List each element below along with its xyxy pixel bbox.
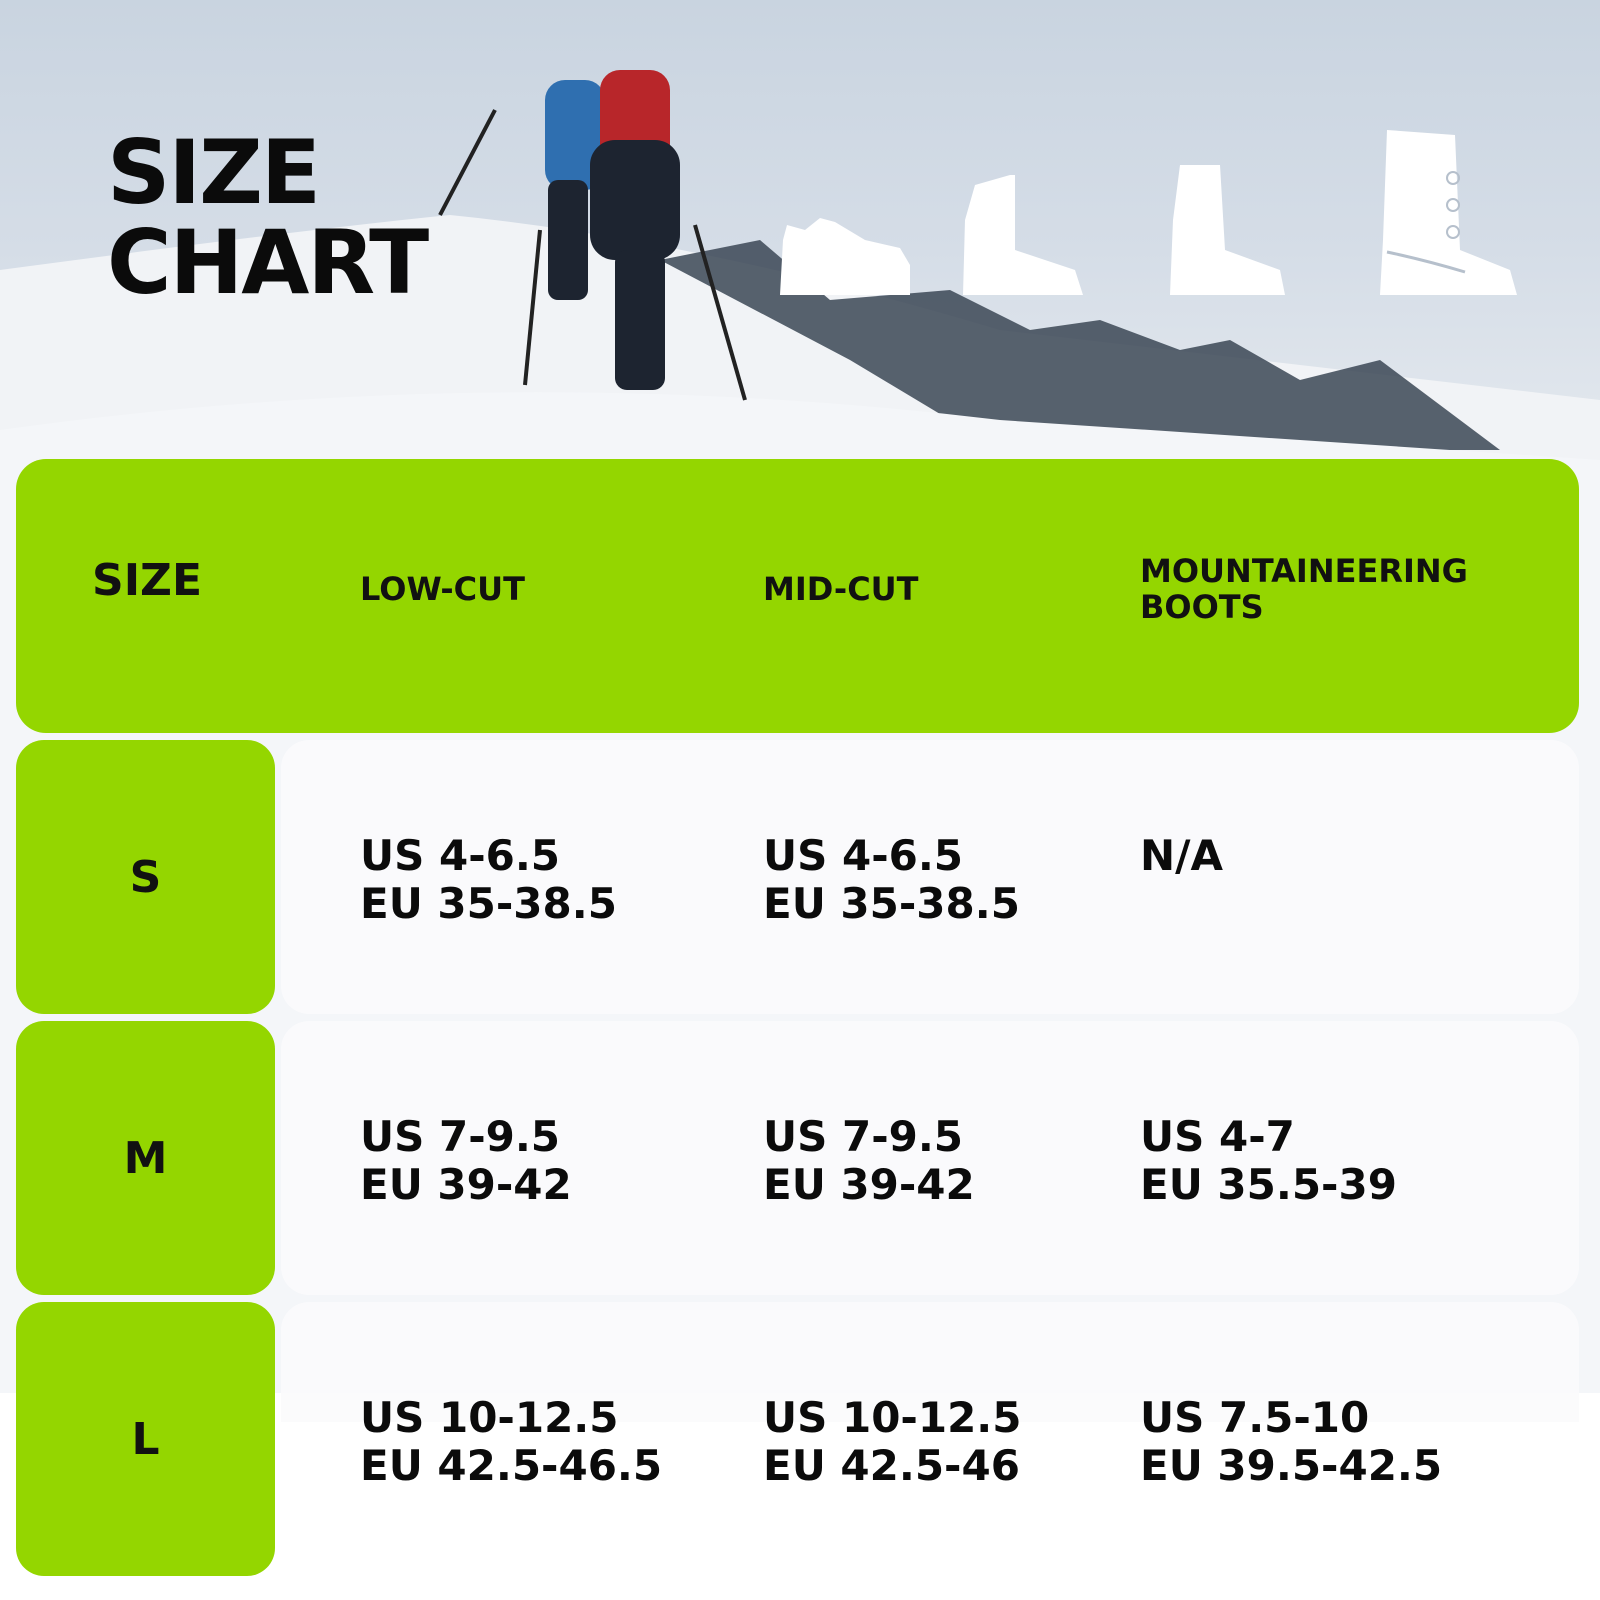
mid-cut-value: US 7-9.5 [763, 1112, 964, 1161]
mountaineering-value: EU 35.5-39 [1140, 1160, 1397, 1209]
low-cut-value: US 4-6.5 [360, 831, 561, 880]
size-cell: L [16, 1302, 275, 1576]
mid-cut-value: EU 35-38.5 [763, 879, 1020, 928]
mid-cut-value: EU 39-42 [763, 1160, 975, 1209]
title-line-2: CHART [107, 211, 429, 314]
table-row [281, 1021, 1579, 1295]
low-cut-value: US 10-12.5 [360, 1393, 619, 1442]
mid-cut-value: EU 42.5-46 [763, 1441, 1020, 1490]
table-row [281, 740, 1579, 1014]
mountaineering-value: N/A [1140, 831, 1223, 880]
header-size: SIZE [92, 555, 203, 606]
header-low-cut: LOW-CUT [360, 570, 525, 608]
low-cut-value: EU 39-42 [360, 1160, 572, 1209]
low-cut-value: US 7-9.5 [360, 1112, 561, 1161]
size-cell: S [16, 740, 275, 1014]
low-cut-shoe-icon [780, 218, 910, 295]
mountaineering-value: US 7.5-10 [1140, 1393, 1370, 1442]
mid-cut-boot-icon [963, 175, 1083, 295]
size-cell: M [16, 1021, 275, 1295]
low-cut-value: EU 42.5-46.5 [360, 1441, 663, 1490]
table-row [281, 1302, 1579, 1422]
low-cut-value: EU 35-38.5 [360, 879, 617, 928]
page-title: SIZE CHART [107, 121, 429, 314]
high-boot-icon [1170, 165, 1285, 295]
mountaineering-value: EU 39.5-42.5 [1140, 1441, 1443, 1490]
header-mid-cut: MID-CUT [763, 570, 919, 608]
header-mountaineering-boots: MOUNTAINEERING BOOTS [1140, 552, 1468, 626]
mountaineering-value: US 4-7 [1140, 1112, 1295, 1161]
boot-icons [780, 130, 1517, 295]
table-header: SIZE LOW-CUT MID-CUT MOUNTAINEERING BOOT… [16, 459, 1579, 733]
mid-cut-value: US 10-12.5 [763, 1393, 1022, 1442]
mountaineering-boot-icon [1380, 130, 1517, 295]
mid-cut-value: US 4-6.5 [763, 831, 964, 880]
title-line-1: SIZE [107, 121, 321, 224]
